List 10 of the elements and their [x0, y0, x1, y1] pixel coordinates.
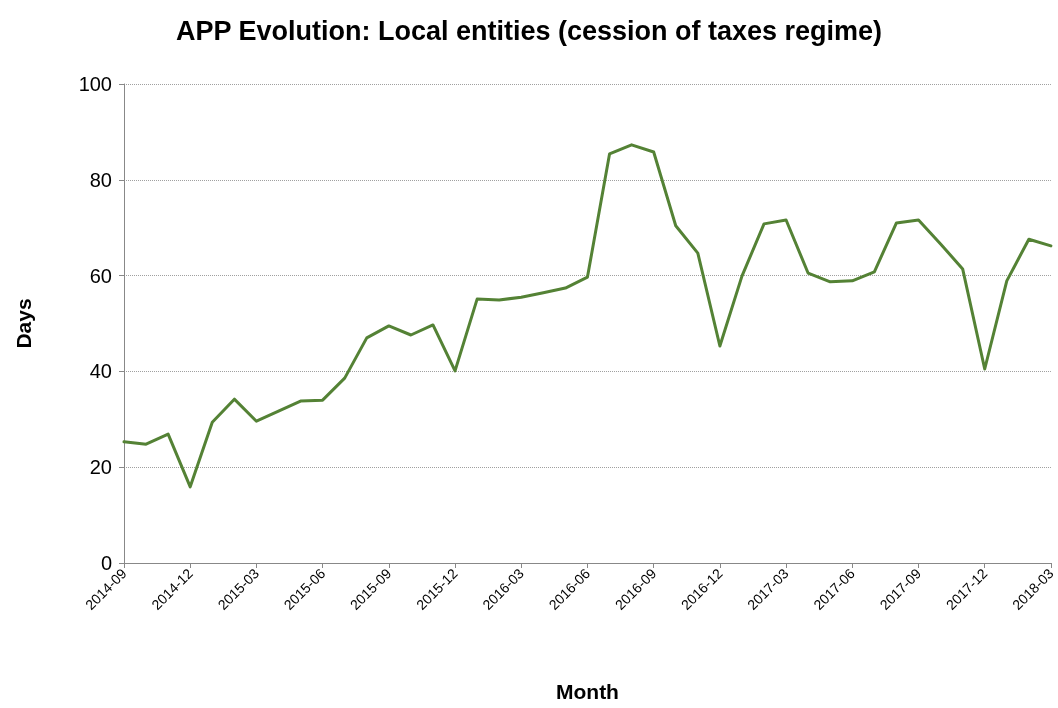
- y-tick-label: 80: [89, 168, 112, 191]
- chart-title: APP Evolution: Local entities (cession of taxes regime): [175, 15, 883, 46]
- y-tick-label: 0: [100, 552, 112, 574]
- x-axis-title: Month: [555, 680, 619, 703]
- y-tick-label: 100: [78, 73, 112, 95]
- line-series: [122, 143, 1053, 489]
- y-axis-title: Days: [12, 298, 35, 349]
- y-tick-label: 20: [89, 456, 112, 479]
- y-tick-label: 40: [89, 360, 112, 383]
- y-tick-label: 60: [89, 264, 112, 287]
